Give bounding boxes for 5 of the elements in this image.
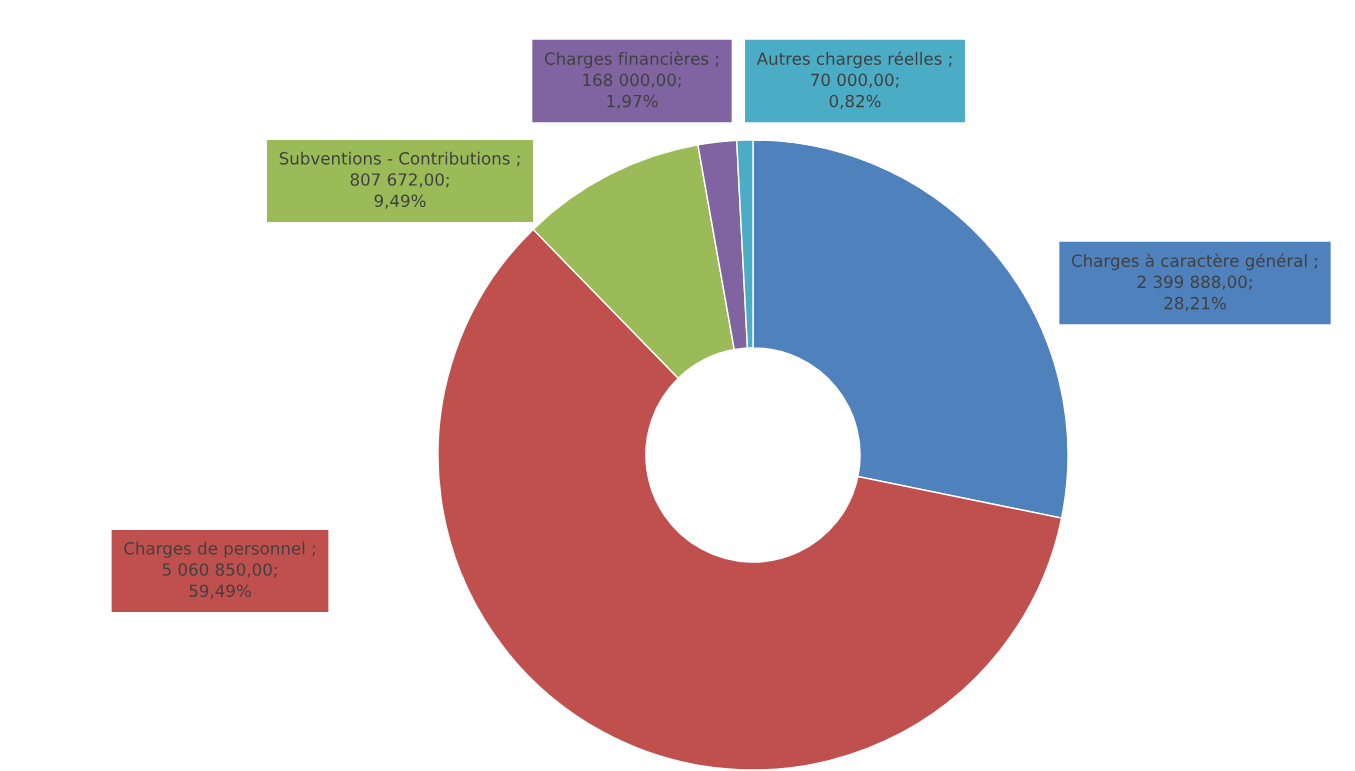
slice-label: Charges de personnel ; 5 060 850,00; 59,49% (124, 541, 315, 599)
slice-label: Charges à caractère général ; 2 399 888,00; 28,21% (1071, 253, 1318, 312)
slice-label: Autres charges réelles ; 70 000,00; 0,82% (756, 51, 952, 110)
slice-label: Charges financières ; 168 000,00; 1,97% (544, 51, 719, 110)
slice-label: Subventions - Contributions ; 807 672,00; 9,49% (279, 151, 520, 209)
